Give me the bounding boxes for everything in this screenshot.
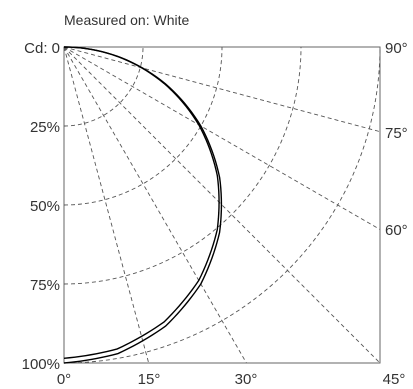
chart-title: Measured on: White <box>64 12 189 28</box>
left-tick-label-4: 100% <box>22 356 60 373</box>
radial-grid-line-60 <box>63 46 381 230</box>
bottom-tick-label-1: 15° <box>138 371 161 388</box>
intensity-curve-inner <box>63 46 220 359</box>
polar-grid <box>63 46 381 364</box>
right-tick-label-0: 90° <box>385 40 408 57</box>
left-tick-label-2: 50% <box>30 198 60 215</box>
left-tick-label-3: 75% <box>30 277 60 294</box>
right-tick-label-1: 75° <box>385 125 408 142</box>
bottom-tick-label-2: 30° <box>235 371 258 388</box>
left-tick-label-0: Cd: 0 <box>24 40 60 57</box>
intensity-curve-outer <box>63 46 223 364</box>
arc-grid-100 <box>63 46 381 364</box>
left-tick-label-1: 25% <box>30 119 60 136</box>
bottom-tick-label-3: 45° <box>383 371 406 388</box>
radial-grid-line-30 <box>63 46 247 364</box>
radial-grid-line-15 <box>63 46 150 364</box>
right-tick-label-2: 60° <box>385 222 408 239</box>
intensity-curve-group <box>63 46 223 364</box>
radial-grid-line-75 <box>63 46 381 133</box>
bottom-tick-label-0: 0° <box>57 371 71 388</box>
radial-grid-line-45 <box>63 46 381 364</box>
arc-grid-50 <box>63 46 223 206</box>
arc-grid-75 <box>63 46 302 285</box>
